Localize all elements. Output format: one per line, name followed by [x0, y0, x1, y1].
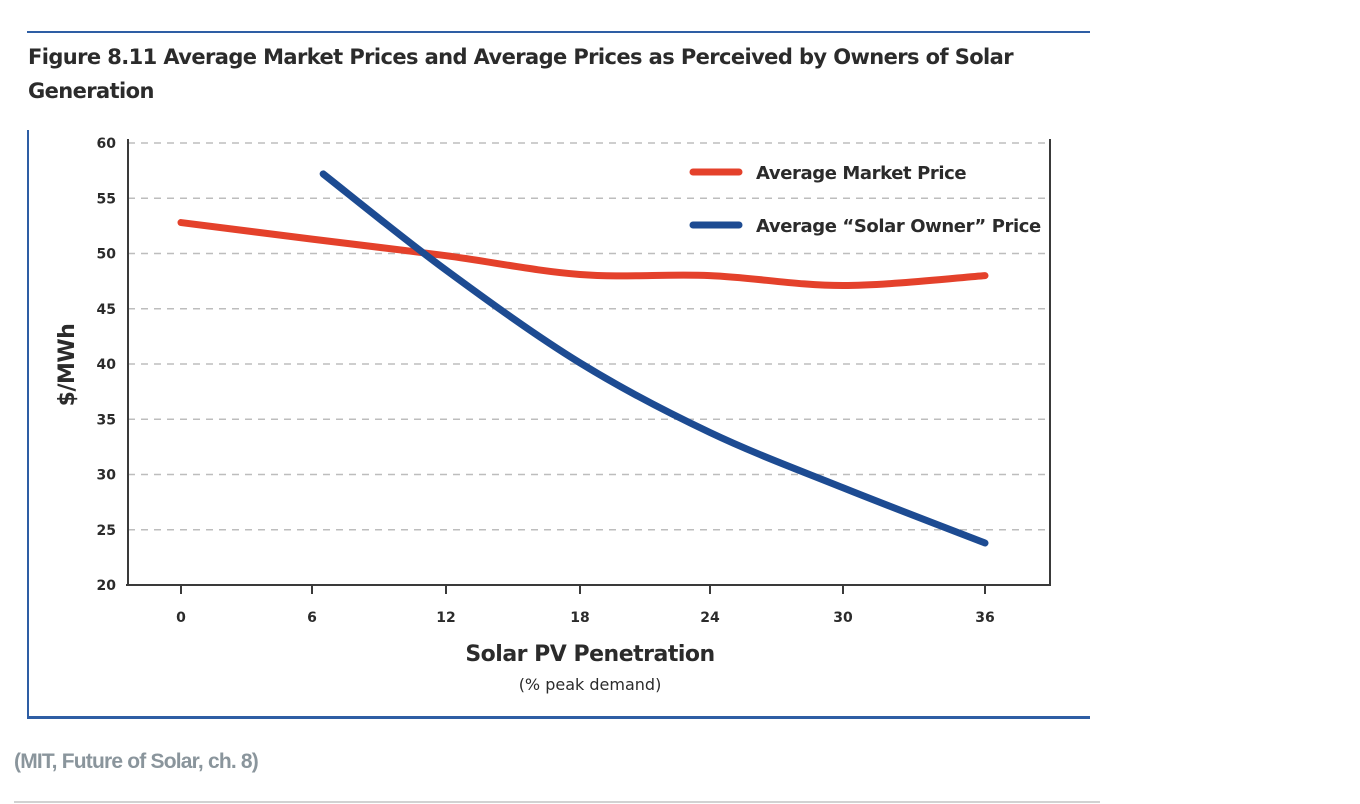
plot-frame [126, 139, 1051, 586]
legend-label: Average Market Price [756, 163, 966, 184]
gridlines [128, 142, 1050, 531]
solar-owner-price-line [319, 170, 989, 547]
y-tick-label: 50 [97, 247, 117, 263]
legend-label: Average “Solar Owner” Price [756, 216, 1041, 237]
series-lines [177, 170, 989, 547]
x-tick-label: 6 [307, 610, 317, 626]
y-axis-title: $/MWh [55, 324, 80, 407]
x-tick-label: 24 [700, 610, 720, 626]
x-tick-label: 36 [975, 610, 994, 626]
top-rule [27, 31, 1090, 33]
x-tick-label: 12 [436, 610, 455, 626]
y-tick-label: 45 [97, 302, 116, 318]
legend: Average Market Price Average “Solar Owner… [689, 163, 1041, 237]
x-tick-label: 30 [833, 610, 853, 626]
x-axis-ticks: 0 6 12 18 24 30 36 [176, 585, 995, 626]
y-tick-label: 40 [97, 357, 117, 373]
bottom-rule [27, 716, 1090, 719]
x-axis-subtitle: (% peak demand) [519, 675, 662, 694]
source-caption: (MIT, Future of Solar, ch. 8) [14, 750, 259, 773]
y-tick-label: 30 [97, 468, 117, 484]
market-price-line [177, 219, 989, 290]
legend-item-solar-owner-price: Average “Solar Owner” Price [689, 216, 1041, 237]
y-tick-label: 55 [97, 191, 116, 207]
footer-divider [14, 801, 1100, 803]
x-tick-label: 0 [176, 610, 186, 626]
x-axis-title: Solar PV Penetration [465, 642, 714, 667]
left-rule [27, 130, 29, 719]
y-tick-label: 35 [97, 412, 116, 428]
y-tick-label: 20 [97, 578, 117, 594]
y-axis-ticks: 20 25 30 35 40 45 50 55 60 [97, 136, 117, 594]
x-tick-label: 18 [570, 610, 589, 626]
figure-title: Figure 8.11 Average Market Prices and Av… [28, 45, 1014, 103]
y-tick-label: 25 [97, 523, 116, 539]
y-tick-label: 60 [97, 136, 117, 152]
legend-item-market-price: Average Market Price [689, 163, 967, 184]
